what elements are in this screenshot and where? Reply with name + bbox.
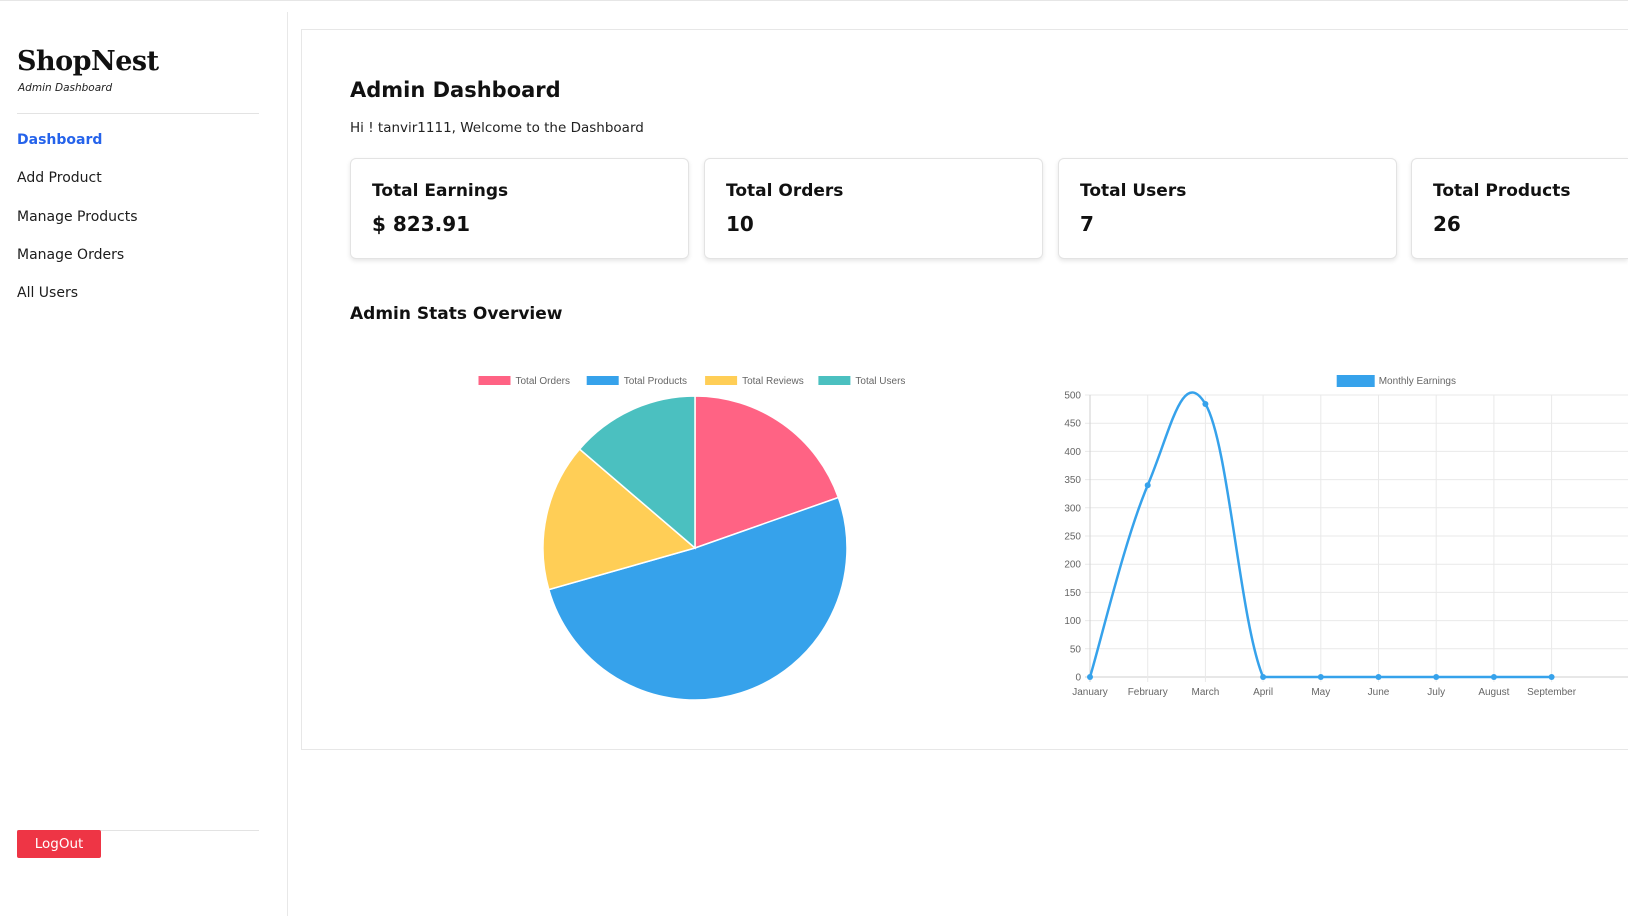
legend-label: Total Reviews xyxy=(742,376,804,387)
y-tick-label: 150 xyxy=(1064,588,1081,599)
stat-value: $ 823.91 xyxy=(372,212,471,236)
legend-label: Total Products xyxy=(624,376,687,387)
data-point xyxy=(1548,674,1555,680)
sidebar-nav: Dashboard Add Product Manage Products Ma… xyxy=(17,130,138,321)
x-tick-label: April xyxy=(1253,687,1273,698)
data-point xyxy=(1202,401,1209,408)
stat-label: Total Earnings xyxy=(372,181,509,201)
y-tick-label: 250 xyxy=(1064,532,1081,543)
pie-slice xyxy=(578,395,696,550)
y-tick-label: 50 xyxy=(1070,644,1082,655)
x-tick-label: September xyxy=(1527,687,1577,698)
main-content-card xyxy=(301,29,1628,750)
stat-card-users: Total Users 7 xyxy=(1058,158,1397,259)
x-tick-label: August xyxy=(1478,687,1509,698)
page-title: Admin Dashboard xyxy=(350,78,561,102)
sidebar-item-dashboard[interactable]: Dashboard xyxy=(17,132,103,148)
x-tick-label: May xyxy=(1311,687,1330,698)
top-border xyxy=(0,0,1628,1)
legend-swatch xyxy=(705,376,738,385)
stat-label: Total Products xyxy=(1433,181,1571,201)
legend-swatch xyxy=(1336,375,1375,387)
x-tick-label: February xyxy=(1128,687,1168,698)
data-point xyxy=(1433,674,1440,680)
data-point xyxy=(1317,674,1324,680)
legend-swatch xyxy=(586,376,619,385)
sidebar-item-manage-orders[interactable]: Manage Orders xyxy=(17,246,125,263)
stat-value: 7 xyxy=(1080,212,1094,236)
sidebar-item-manage-products[interactable]: Manage Products xyxy=(17,208,138,225)
x-tick-label: January xyxy=(1072,687,1108,698)
y-tick-label: 100 xyxy=(1064,616,1081,627)
stat-card-earnings: Total Earnings $ 823.91 xyxy=(350,158,689,259)
welcome-message: Hi ! tanvir1111, Welcome to the Dashboar… xyxy=(350,120,644,136)
sidebar-bottom-divider xyxy=(17,830,259,831)
legend-label: Monthly Earnings xyxy=(1379,376,1456,387)
y-tick-label: 200 xyxy=(1064,560,1081,571)
x-tick-label: March xyxy=(1192,687,1220,698)
pie-slice xyxy=(542,448,697,591)
sidebar-divider xyxy=(17,113,259,114)
section-title: Admin Stats Overview xyxy=(350,304,563,324)
data-point xyxy=(1260,674,1267,680)
y-tick-label: 300 xyxy=(1064,503,1081,514)
stat-card-orders: Total Orders 10 xyxy=(704,158,1043,259)
x-tick-label: June xyxy=(1368,687,1390,698)
legend-label: Total Orders xyxy=(516,376,570,387)
legend-label: Total Users xyxy=(855,376,905,387)
y-tick-label: 500 xyxy=(1064,391,1081,402)
brand-subtitle: Admin Dashboard xyxy=(18,82,113,94)
stat-card-products: Total Products 26 xyxy=(1411,158,1628,259)
line-chart: Monthly Earnings 0 50 100 150 200 250 300 350 400… xyxy=(1064,375,1628,698)
y-tick-label: 450 xyxy=(1064,419,1081,430)
data-point xyxy=(1490,674,1497,680)
data-point xyxy=(1087,674,1093,680)
pie-chart: Total Orders Total Products Total Reviews T… xyxy=(478,376,905,701)
logout-button[interactable]: LogOut xyxy=(17,830,101,858)
y-tick-label: 400 xyxy=(1064,447,1081,458)
data-point xyxy=(1144,482,1151,489)
stat-value: 10 xyxy=(726,212,754,236)
legend-swatch xyxy=(478,376,511,385)
sidebar: ShopNest Admin Dashboard Dashboard Add P… xyxy=(0,12,288,916)
x-tick-label: July xyxy=(1427,687,1445,698)
stat-label: Total Users xyxy=(1080,181,1187,201)
y-tick-label: 350 xyxy=(1064,475,1081,486)
stat-value: 26 xyxy=(1433,212,1461,236)
data-point xyxy=(1375,674,1382,680)
sidebar-item-add-product[interactable]: Add Product xyxy=(17,170,102,187)
sidebar-item-all-users[interactable]: All Users xyxy=(17,285,79,302)
stat-label: Total Orders xyxy=(726,181,844,201)
legend-swatch xyxy=(818,376,851,385)
brand-logo[interactable]: ShopNest xyxy=(17,46,159,77)
pie-slice xyxy=(547,496,848,701)
y-tick-label: 0 xyxy=(1075,673,1081,684)
